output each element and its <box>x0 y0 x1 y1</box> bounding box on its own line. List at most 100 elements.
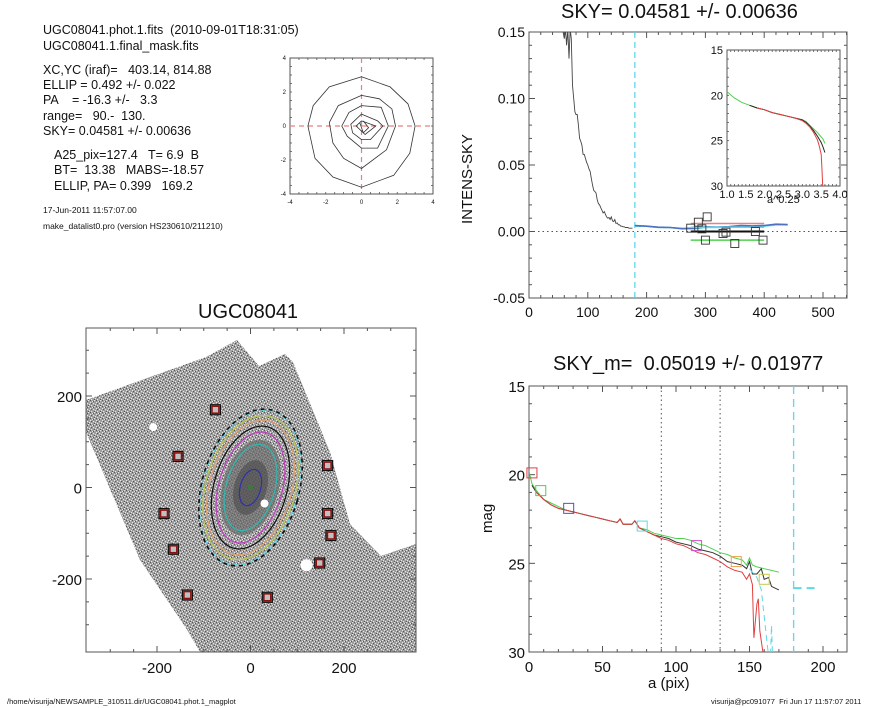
inset-ytick-label: 30 <box>711 181 723 193</box>
inset-series-red <box>756 107 824 187</box>
isophote-ellipse-3 <box>215 431 286 544</box>
sky-box <box>181 589 193 601</box>
sky-series-profile <box>562 32 633 229</box>
mag-series-red <box>536 492 764 652</box>
sky-box-point <box>750 227 760 236</box>
inset-ytick-label: 20 <box>711 90 723 102</box>
mag-plot-xtick-label: 0 <box>525 659 533 676</box>
contour-ytick-label: -2 <box>281 158 287 164</box>
sky-plot-ytick-label: 0.05 <box>498 157 525 173</box>
mag-plot-ytick-label: 20 <box>508 468 525 485</box>
contour-level-4 <box>355 120 377 136</box>
mag-marker <box>691 540 703 552</box>
inset-xtick-label: 1.0 <box>719 189 734 201</box>
sky-box-point <box>693 217 703 227</box>
contour-xtick-label: -2 <box>323 200 329 206</box>
sky-box <box>172 450 184 462</box>
inset-xtick-label: 3.5 <box>814 189 829 201</box>
mask-file-line: UGC08041.1.final_mask.fits <box>43 39 199 53</box>
sky-box-point <box>758 235 768 245</box>
sky-plot-ytick-label: 0.00 <box>498 224 525 240</box>
contour-ytick-label: 0 <box>283 124 287 130</box>
sky-plot-ytick-label: 0.10 <box>498 91 525 107</box>
mag-plot-xtick-label: 50 <box>594 659 611 676</box>
mag-marker <box>730 556 742 568</box>
timestamp: 17-Jun-2011 11:57:07.00 <box>43 205 137 215</box>
contour-level-5 <box>359 120 370 134</box>
image-title: UGC08041 <box>198 301 299 323</box>
sky-plot-ytick-label: -0.05 <box>493 290 525 306</box>
sky-box-inner <box>159 509 169 518</box>
mag-plot-frame <box>528 385 848 653</box>
contour-ytick-label: 4 <box>283 56 287 62</box>
mag-plot-xtick-label: 150 <box>737 659 762 676</box>
sky-box-point <box>721 227 731 237</box>
contour-xtick-label: -4 <box>287 200 293 206</box>
footer-user-time: visurija@pc091077 Fri Jun 17 11:57:07 20… <box>711 697 862 706</box>
program-version: make_datalist0.pro (version HS230610/211… <box>43 221 223 231</box>
sky-box-inner <box>323 509 332 518</box>
isophote-ellipse-2 <box>223 443 278 532</box>
sky-box-point <box>686 223 696 233</box>
inset-frame <box>726 49 841 187</box>
mag-marker <box>535 485 547 497</box>
mag-plot-xlabel: a (pix) <box>648 675 690 692</box>
contour-ytick-label: 2 <box>283 90 287 96</box>
contour-level-2 <box>341 105 389 149</box>
contour-level-1 <box>328 95 396 169</box>
contour-ytick-label: -4 <box>281 192 287 198</box>
sky-box-inner <box>169 544 178 554</box>
sky-box-point <box>730 239 740 248</box>
sky-box-inner <box>183 590 192 600</box>
contour-level-3 <box>350 113 384 141</box>
sky-box-point <box>718 229 728 238</box>
mag-series-cyan-dashed <box>749 568 773 652</box>
mag-plot-title: SKY_m= 0.05019 +/- 0.01977 <box>553 353 824 375</box>
image-ytick-label: 0 <box>74 481 82 498</box>
image-ytick-label: -200 <box>52 572 82 589</box>
sky-box-inner <box>173 452 183 461</box>
galaxy-core <box>232 460 269 515</box>
mag-marker <box>563 502 575 514</box>
inset-ytick-label: 15 <box>711 45 723 57</box>
sky-plot-xtick-label: 100 <box>576 304 600 320</box>
sky-plot-xtick-label: 400 <box>753 304 777 320</box>
sky-plot-ytick-label: 0.15 <box>498 24 525 40</box>
magnitude-values: BT= 13.38 MABS=-18.57 <box>54 163 205 177</box>
center-coordinates: XC,YC (iraf)= 403.14, 814.88 <box>43 63 212 77</box>
isophote-ellipse-5 <box>206 419 295 556</box>
mag-plot-ytick-label: 30 <box>508 645 525 662</box>
sky-box <box>167 543 179 555</box>
position-angle-value: PA = -16.3 +/- 3.3 <box>43 93 158 107</box>
mag-marker <box>636 520 648 532</box>
outer-ellip-pa: ELLIP, PA= 0.399 169.2 <box>54 179 193 193</box>
a25-value: A25_pix=127.4 T= 6.9 B <box>54 148 200 162</box>
sky-box <box>261 591 273 603</box>
sky-box <box>325 529 337 542</box>
sky-value: SKY= 0.04581 +/- 0.00636 <box>43 124 192 138</box>
masked-star <box>300 559 313 572</box>
image-ytick-label: 200 <box>57 389 82 406</box>
inset-xtick-label: 1.5 <box>738 189 753 201</box>
mag-series-black <box>531 485 780 591</box>
inset-ytick-label: 25 <box>711 136 723 148</box>
isophote-ellipse-6 <box>202 414 299 561</box>
inset-xtick-label: 2.5 <box>776 189 791 201</box>
contour-xtick-label: 0 <box>360 200 364 206</box>
file-name-line: UGC08041.phot.1.fits (2010-09-01T18:31:0… <box>43 23 299 37</box>
mag-marker <box>758 573 770 585</box>
inset-xlabel: a^0.25 <box>767 194 800 206</box>
fit-range: range= 90.- 130. <box>43 109 146 123</box>
sky-plot-xtick-label: 200 <box>635 304 659 320</box>
inset-xtick-label: 4.0 <box>832 189 847 201</box>
sky-box-point <box>702 212 712 222</box>
sky-box-point <box>700 235 710 245</box>
isophote-ellipse-4 <box>210 425 291 550</box>
sky-box-inner <box>326 531 336 540</box>
sky-plot-title: SKY= 0.04581 +/- 0.00636 <box>561 1 798 23</box>
contour-xtick-label: 2 <box>396 200 400 206</box>
mag-marker <box>526 467 538 479</box>
sky-box <box>209 404 222 416</box>
isophote-ellipse-7 <box>198 409 303 566</box>
isophote-ellipse-0 <box>248 485 253 490</box>
